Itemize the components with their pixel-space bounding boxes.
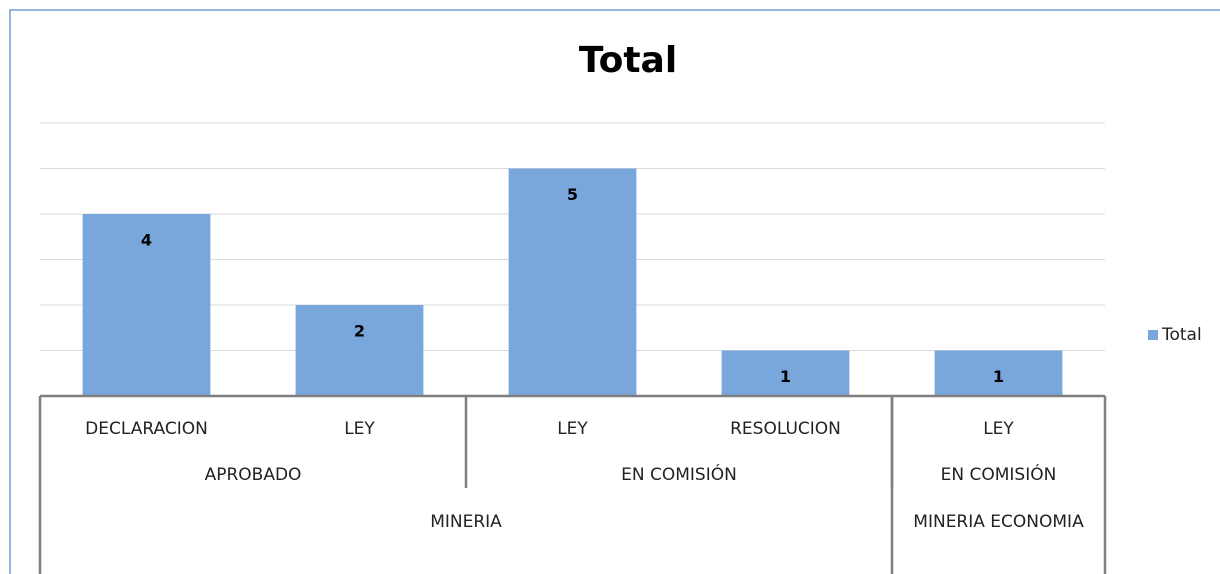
data-label: 1 [780,367,791,386]
bar [934,350,1063,396]
x-tick-label: DECLARACION [85,419,208,439]
x-tick-label: LEY [557,419,588,439]
category-group-label: MINERIA ECONOMIA [913,512,1084,532]
x-tick-label: LEY [983,419,1014,439]
category-group-label: EN COMISIÓN [940,465,1057,485]
legend-label: Total [1161,325,1202,345]
bar [508,168,637,396]
data-label: 5 [567,185,578,204]
x-tick-label: LEY [344,419,375,439]
x-tick-label: LEY [983,419,1014,439]
data-label: 4 [141,231,152,250]
data-label: 1 [993,367,1004,386]
bar [82,214,211,396]
category-group-label: EN COMISIÓN [621,465,737,485]
category-group-label: MINERIA [430,512,502,532]
category-group-label: APROBADO [204,465,302,485]
x-tick-label: LEY [557,419,588,439]
category-group-label: EN COMISIÓN [621,465,737,485]
category-group-label: MINERIA ECONOMIA [913,512,1084,532]
category-group-label: EN COMISIÓN [940,465,1057,485]
bar [721,350,850,396]
x-tick-label: DECLARACION [85,419,208,439]
bar [295,305,424,396]
chart-title: Total [579,40,677,81]
x-tick-label: LEY [344,419,375,439]
legend-swatch [1148,330,1158,340]
category-group-label: MINERIA [430,512,502,532]
x-tick-label: RESOLUCION [730,419,841,439]
category-group-label: APROBADO [204,465,302,485]
x-tick-label: RESOLUCION [730,419,841,439]
data-label: 2 [354,322,365,341]
chart-frame [9,9,1220,574]
